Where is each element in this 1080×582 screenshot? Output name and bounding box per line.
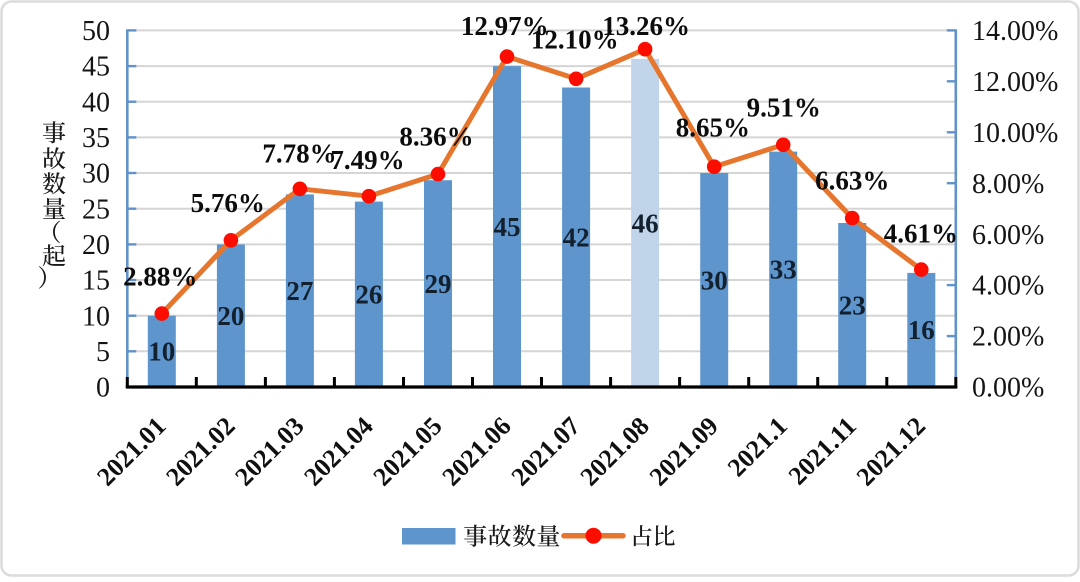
svg-text:33: 33 — [770, 255, 797, 285]
svg-text:16: 16 — [908, 315, 935, 345]
svg-text:2.00%: 2.00% — [972, 322, 1044, 353]
svg-text:6.63%: 6.63% — [815, 166, 889, 196]
svg-text:14.00%: 14.00% — [972, 16, 1058, 47]
svg-text:12.00%: 12.00% — [972, 67, 1058, 98]
svg-text:8.36%: 8.36% — [399, 122, 473, 152]
svg-text:0.00%: 0.00% — [972, 373, 1044, 404]
svg-text:26: 26 — [355, 280, 382, 310]
svg-text:10: 10 — [148, 337, 175, 367]
svg-text:46: 46 — [632, 208, 659, 238]
svg-text:9.51%: 9.51% — [747, 92, 821, 122]
svg-text:27: 27 — [286, 276, 313, 306]
svg-text:2.88%: 2.88% — [123, 261, 197, 291]
svg-text:4.00%: 4.00% — [972, 271, 1044, 302]
svg-text:30: 30 — [82, 159, 110, 190]
svg-text:35: 35 — [82, 123, 110, 154]
svg-text:20: 20 — [82, 230, 110, 261]
svg-text:7.78%: 7.78% — [262, 139, 336, 169]
svg-text:10.00%: 10.00% — [972, 118, 1058, 149]
svg-text:15: 15 — [82, 266, 110, 297]
svg-text:5: 5 — [96, 337, 110, 368]
svg-text:4.61%: 4.61% — [884, 219, 958, 249]
svg-text:30: 30 — [701, 265, 728, 295]
svg-text:5.76%: 5.76% — [191, 188, 265, 218]
svg-text:12.97%: 12.97% — [461, 11, 549, 41]
svg-text:42: 42 — [563, 223, 590, 253]
svg-text:0: 0 — [96, 373, 110, 404]
svg-text:23: 23 — [839, 290, 866, 320]
svg-text:12.10%: 12.10% — [531, 25, 619, 55]
svg-text:8.00%: 8.00% — [972, 169, 1044, 200]
svg-text:7.49%: 7.49% — [330, 145, 404, 175]
svg-text:45: 45 — [82, 52, 110, 83]
svg-text:13.26%: 13.26% — [602, 11, 690, 41]
svg-text:50: 50 — [82, 16, 110, 47]
svg-text:29: 29 — [425, 269, 452, 299]
svg-text:40: 40 — [82, 87, 110, 118]
svg-text:45: 45 — [494, 212, 521, 242]
svg-text:6.00%: 6.00% — [972, 220, 1044, 251]
svg-text:25: 25 — [82, 194, 110, 225]
svg-text:8.65%: 8.65% — [676, 112, 750, 142]
svg-text:20: 20 — [217, 301, 244, 331]
svg-text:10: 10 — [82, 301, 110, 332]
